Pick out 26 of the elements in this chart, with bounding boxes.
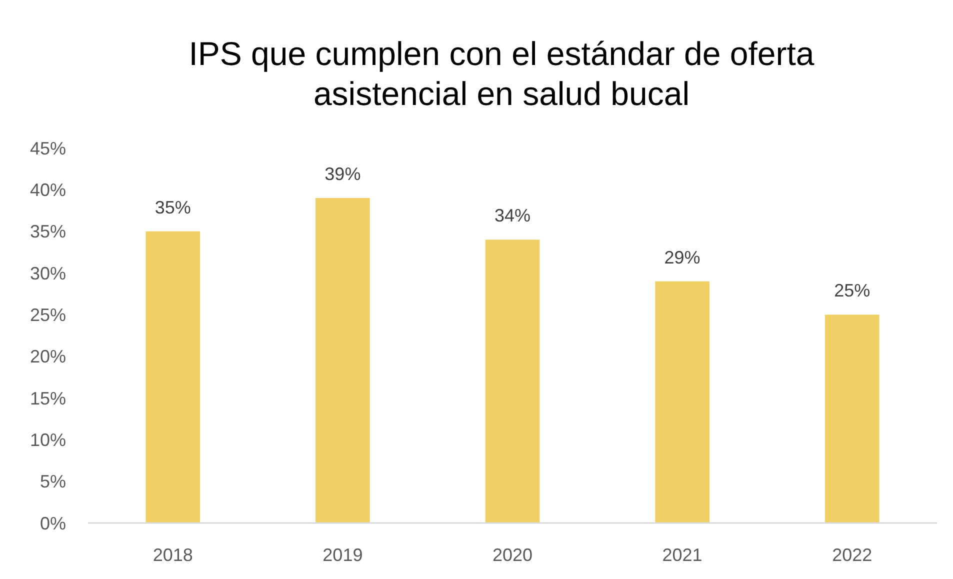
chart-title: IPS que cumplen con el estándar de oferta asistencial en salud bucal [188, 35, 815, 112]
y-tick-label: 15% [30, 388, 66, 408]
x-tick-label: 2021 [662, 545, 702, 565]
bar [824, 314, 880, 523]
y-tick-label: 40% [30, 180, 66, 200]
bar [655, 281, 710, 523]
data-label: 29% [664, 247, 700, 268]
bar [485, 240, 540, 523]
data-label: 25% [834, 280, 870, 301]
x-tick-label: 2022 [832, 545, 872, 565]
x-tick-label: 2019 [322, 545, 363, 565]
data-label: 34% [494, 206, 531, 226]
data-label: 39% [324, 164, 361, 184]
y-tick-label: 0% [40, 513, 66, 534]
y-tick-label: 35% [30, 222, 66, 242]
y-tick-label: 20% [30, 346, 66, 367]
x-tick-label: 2020 [492, 545, 533, 565]
bar [146, 231, 200, 523]
y-tick-label: 25% [30, 304, 66, 325]
y-tick-label: 30% [30, 263, 66, 284]
x-tick-label: 2018 [152, 545, 193, 565]
y-tick-label: 45% [30, 138, 66, 158]
data-label: 35% [154, 197, 191, 218]
bar [316, 198, 370, 523]
y-tick-label: 10% [30, 430, 66, 450]
y-tick-label: 5% [40, 472, 66, 492]
